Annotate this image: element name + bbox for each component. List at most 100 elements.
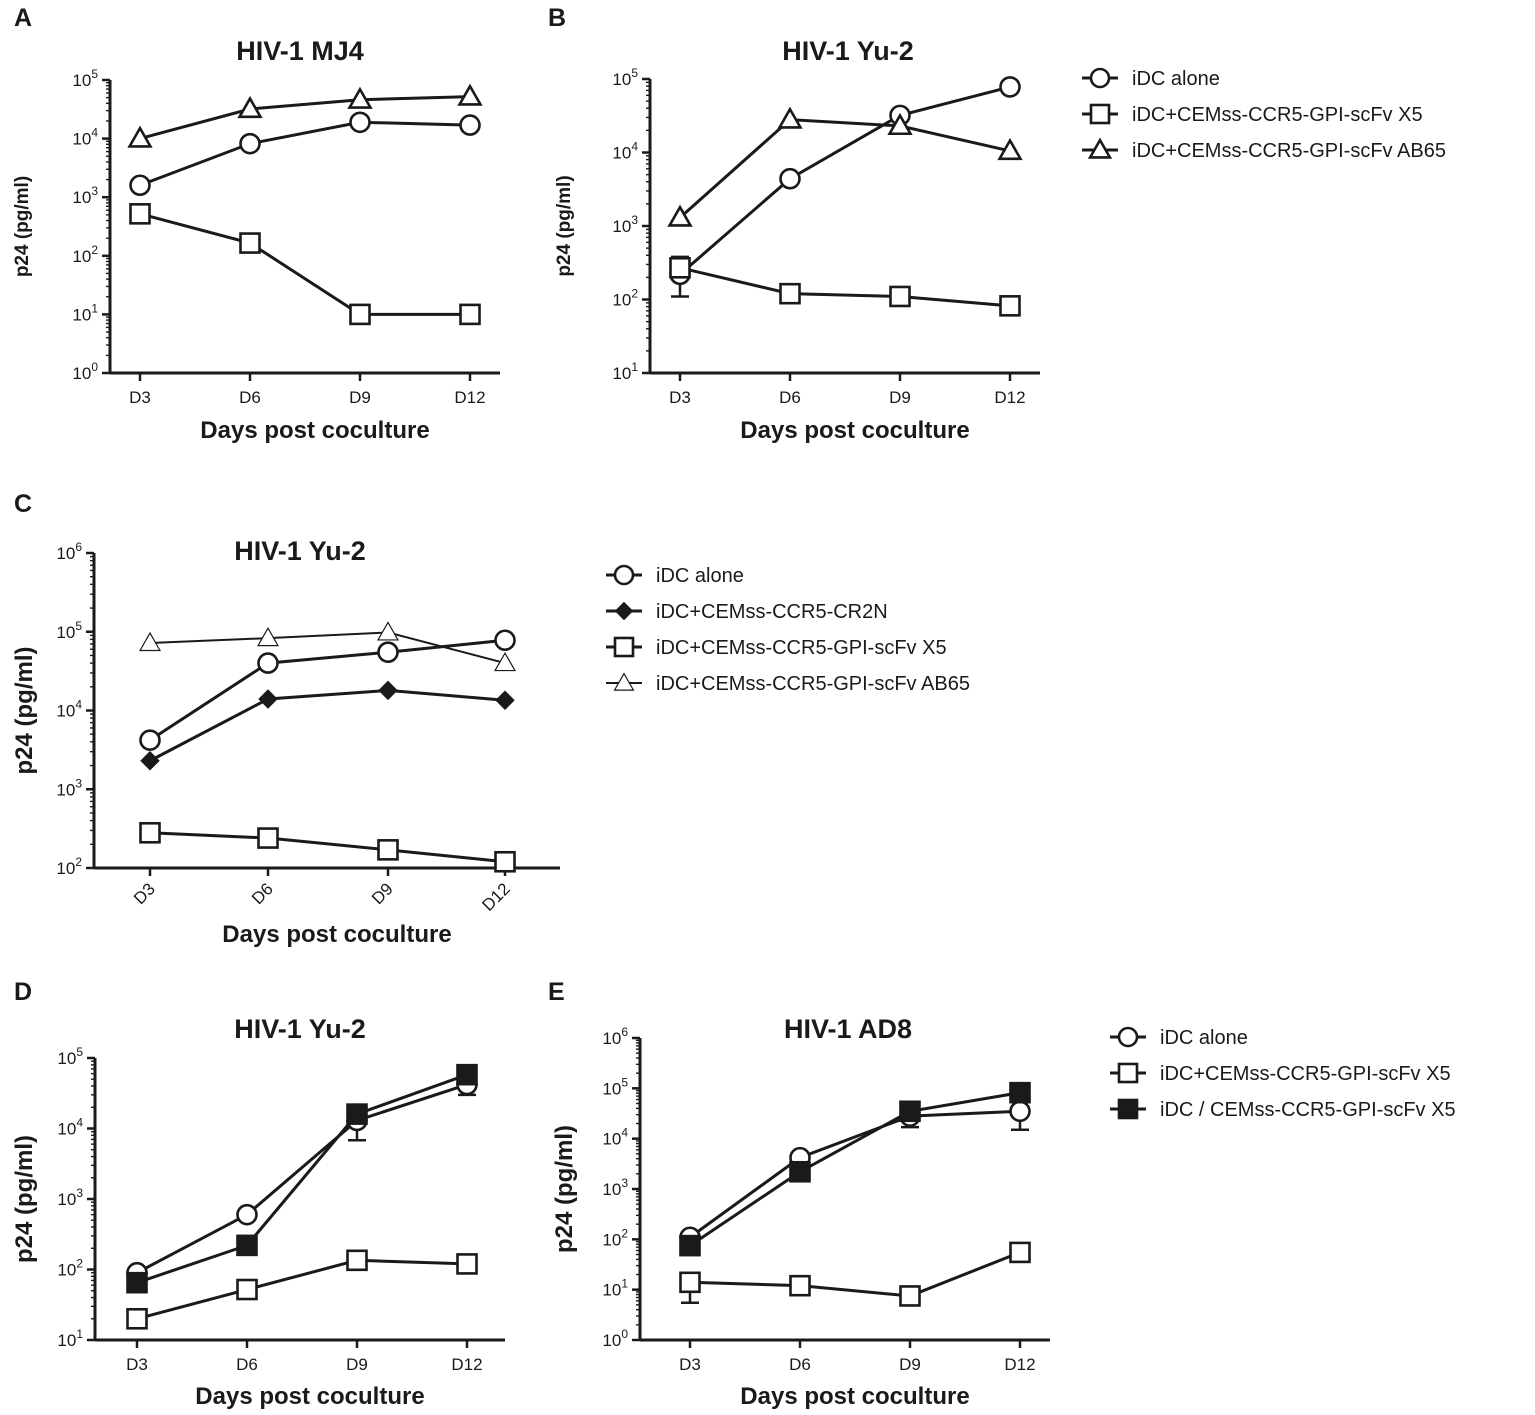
series-idc-cemss-ccr5-gpi-scfv-x5 xyxy=(126,1063,478,1294)
panel-b: B HIV-1 Yu-2 101 102 103 104 105 D3 D6 D9 D12 Days … xyxy=(548,4,1446,444)
series-idc-alone xyxy=(139,629,516,751)
filled-square-marker xyxy=(456,1063,478,1086)
circle-marker xyxy=(494,629,516,652)
triangle-marker xyxy=(997,137,1023,161)
x-axis-label: Days post coculture xyxy=(200,417,429,444)
x-tick-label: D9 xyxy=(889,388,911,407)
series-line xyxy=(136,1258,468,1321)
chart-title: HIV-1 AD8 xyxy=(784,1014,912,1044)
y-tick-label: 104 xyxy=(56,698,82,721)
legend-entry: iDC+CEMss-CCR5-GPI-scFv X5 xyxy=(1160,1063,1451,1085)
chart-title: HIV-1 Yu-2 xyxy=(782,36,914,66)
square-marker xyxy=(346,1249,368,1272)
triangle-marker xyxy=(457,83,483,106)
filled-square-marker xyxy=(899,1100,921,1123)
y-tick-label: 102 xyxy=(602,1226,628,1249)
circle-marker xyxy=(1089,67,1111,89)
y-tick-label: 100 xyxy=(602,1327,628,1350)
series-idc-cemss-ccr5-gpi-scfv-ab65 xyxy=(127,83,483,148)
series-line xyxy=(149,831,506,864)
filled-diamond-marker xyxy=(140,751,160,771)
circle-marker xyxy=(779,167,801,190)
x-axis-label: Days post coculture xyxy=(222,921,451,948)
x-tick-label: D3 xyxy=(679,1355,701,1374)
series-line xyxy=(689,1091,1021,1247)
chart-title: HIV-1 Yu-2 xyxy=(234,1014,366,1044)
y-tick-label: 104 xyxy=(602,1126,628,1149)
filled-square-marker xyxy=(679,1234,701,1257)
series-idc-cemss-ccr5-gpi-scfv-x5 xyxy=(679,1241,1031,1307)
circle-marker xyxy=(999,76,1021,98)
filled-square-marker xyxy=(346,1103,368,1125)
square-marker xyxy=(1009,1241,1031,1264)
series-idc-cemss-ccr5-gpi-scfv-ab65 xyxy=(138,621,517,672)
circle-marker xyxy=(236,1203,258,1226)
y-tick-label: 106 xyxy=(602,1025,628,1048)
circle-marker xyxy=(459,114,481,136)
series-idc-cemss-ccr5-gpi-scfv-x5 xyxy=(129,203,481,326)
y-tick-label: 102 xyxy=(612,287,638,310)
series-idc-cemss-ccr5-cr2n xyxy=(140,680,515,771)
y-axis-label: p24 (pg/ml) xyxy=(12,176,33,277)
y-axis-label: p24 (pg/ml) xyxy=(11,646,38,774)
y-tick-label: 104 xyxy=(72,126,98,149)
y-tick-label: 105 xyxy=(57,1045,83,1068)
square-marker xyxy=(669,256,691,279)
x-tick-label: D6 xyxy=(779,388,801,407)
x-tick-label: D6 xyxy=(236,1355,258,1374)
x-axis-label: Days post coculture xyxy=(195,1383,424,1410)
y-tick-label: 106 xyxy=(56,540,82,563)
triangle-marker xyxy=(667,204,693,227)
series-line xyxy=(679,85,1011,276)
filled-square-marker xyxy=(1009,1081,1031,1104)
y-tick-label: 104 xyxy=(612,140,638,163)
square-marker xyxy=(679,1271,701,1294)
series-line xyxy=(149,638,506,742)
x-tick-label: D3 xyxy=(130,879,159,908)
triangle-marker xyxy=(347,86,373,109)
legend-entry: iDC+CEMss-CCR5-CR2N xyxy=(656,601,888,623)
y-axis-label: p24 (pg/ml) xyxy=(11,1135,38,1263)
legend-entry: iDC alone xyxy=(1132,68,1220,90)
triangle-marker xyxy=(376,621,400,641)
y-tick-label: 102 xyxy=(57,1257,83,1280)
series-line xyxy=(149,631,506,665)
series-idc-alone xyxy=(679,1098,1031,1249)
chart-title: HIV-1 Yu-2 xyxy=(234,536,366,566)
x-tick-label: D3 xyxy=(129,388,151,407)
triangle-marker xyxy=(237,95,263,119)
y-tick-label: 101 xyxy=(612,360,638,383)
triangle-marker xyxy=(1087,137,1113,159)
series-line xyxy=(139,120,471,187)
square-marker xyxy=(789,1274,811,1297)
series-line xyxy=(679,266,1011,308)
legend: iDC alone iDC+CEMss-CCR5-GPI-scFv X5 iDC+C… xyxy=(1082,67,1446,162)
panel-letter: A xyxy=(14,4,32,32)
filled-square-marker xyxy=(236,1234,258,1257)
series-line xyxy=(689,1109,1021,1239)
square-marker xyxy=(1117,1062,1139,1084)
square-marker xyxy=(129,203,151,225)
y-tick-label: 103 xyxy=(56,776,82,799)
y-tick-label: 102 xyxy=(72,243,98,266)
series-idc-cemss-ccr5-gpi-scfv-ab65 xyxy=(667,106,1023,227)
triangle-marker xyxy=(493,651,517,672)
series-line xyxy=(149,688,506,763)
circle-marker xyxy=(129,174,151,197)
filled-diamond-marker xyxy=(258,689,278,709)
square-marker xyxy=(239,232,261,254)
legend-entry: iDC / CEMss-CCR5-GPI-scFv X5 xyxy=(1160,1099,1456,1121)
square-marker xyxy=(889,285,911,308)
circle-marker xyxy=(377,641,399,663)
square-marker xyxy=(999,295,1021,317)
legend: iDC alone iDC+CEMss-CCR5-CR2N iDC+CEMss-CC… xyxy=(606,564,970,695)
triangle-marker xyxy=(777,106,803,129)
circle-marker xyxy=(349,111,371,134)
y-tick-label: 103 xyxy=(602,1176,628,1199)
x-axis-label: Days post coculture xyxy=(740,417,969,444)
panel-letter: C xyxy=(14,490,32,518)
filled-diamond-marker xyxy=(495,690,515,710)
square-marker xyxy=(899,1285,921,1307)
chart-title: HIV-1 MJ4 xyxy=(236,36,364,66)
y-tick-label: 101 xyxy=(602,1277,628,1300)
